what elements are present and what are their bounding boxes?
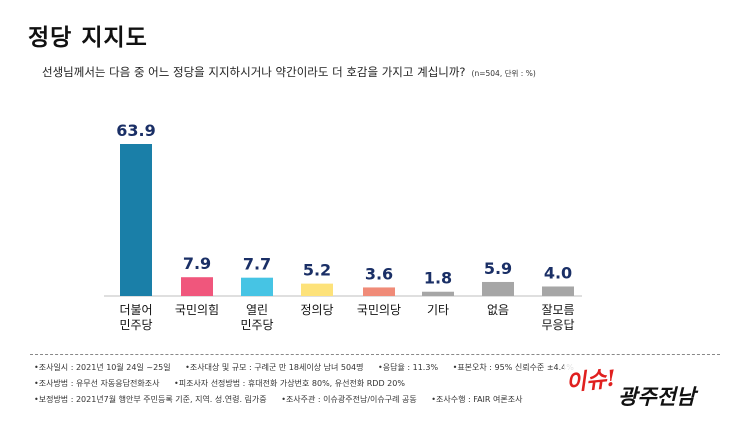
footer-item: •피조사자 선정방법 : 휴대전화 가상번호 80%, 유선전화 RDD 20% <box>174 379 405 388</box>
category-label: 기타 <box>427 303 449 317</box>
logo-text-a: 이슈! <box>565 365 618 396</box>
bar <box>363 287 395 296</box>
bar-value-label: 63.9 <box>116 121 155 140</box>
bar-value-label: 5.2 <box>303 261 331 280</box>
bar-value-label: 7.7 <box>243 255 271 274</box>
footer-item: •표본오차 : 95% 신뢰수준 ±4.4% <box>452 363 574 372</box>
bar <box>241 277 273 296</box>
page-title: 정당 지지도 <box>28 25 148 51</box>
logo-text-b: 광주전남 <box>618 384 699 409</box>
bar <box>181 277 213 296</box>
footer-item: •보정방법 : 2021년7월 행안부 주민등록 기준, 지역. 성.연령. 림… <box>34 395 267 404</box>
category-label: 국민의당 <box>357 303 401 317</box>
footer-item: •응답율 : 11.3% <box>378 363 439 372</box>
footer-item: •조사일시 : 2021년 10월 24일 ~25일 <box>34 363 171 372</box>
sample-note: (n=504, 단위 : %) <box>471 69 536 78</box>
bar-value-label: 4.0 <box>544 263 572 282</box>
bar <box>542 286 574 296</box>
category-label: 더불어 <box>119 303 152 317</box>
bar-value-label: 5.9 <box>484 259 512 278</box>
footer-item: •조사주관 : 이슈광주전남/이슈구례 공동 <box>281 395 417 404</box>
bar-value-label: 7.9 <box>183 254 211 273</box>
category-label: 잘모름 <box>541 303 574 317</box>
question-text: 선생님께서는 다음 중 어느 정당을 지지하시거나 약간이라도 더 호감을 가지… <box>42 65 466 79</box>
footer-line-3: •보정방법 : 2021년7월 행안부 주민등록 기준, 지역. 성.연령. 림… <box>34 394 534 405</box>
footer-item: •조사대상 및 규모 : 구례군 만 18세이상 남녀 504명 <box>185 363 364 372</box>
category-label: 정의당 <box>300 303 333 317</box>
category-label: 무응답 <box>541 318 574 332</box>
survey-footer: •조사일시 : 2021년 10월 24일 ~25일 •조사대상 및 규모 : … <box>0 350 750 422</box>
bar <box>482 281 514 296</box>
category-label: 민주당 <box>240 318 273 332</box>
category-label: 국민의힘 <box>175 303 219 317</box>
footer-divider <box>30 354 720 355</box>
category-label: 열린 <box>246 303 268 317</box>
bar-value-label: 1.8 <box>424 269 452 288</box>
category-label: 없음 <box>487 303 509 317</box>
bar <box>120 144 152 296</box>
footer-line-1: •조사일시 : 2021년 10월 24일 ~25일 •조사대상 및 규모 : … <box>34 362 586 373</box>
issue-gwangju-jeonnam-logo: 이슈! 광주전남 <box>564 362 706 409</box>
bar-value-label: 3.6 <box>365 264 393 283</box>
bar <box>422 291 454 296</box>
category-label: 민주당 <box>119 318 152 332</box>
bar <box>301 283 333 296</box>
footer-item: •조사수행 : FAIR 여론조사 <box>431 395 523 404</box>
survey-question: 선생님께서는 다음 중 어느 정당을 지지하시거나 약간이라도 더 호감을 가지… <box>42 64 536 80</box>
footer-line-2: •조사방법 : 유무선 자동응답전화조사 •피조사자 선정방법 : 휴대전화 가… <box>34 378 417 389</box>
footer-item: •조사방법 : 유무선 자동응답전화조사 <box>34 379 160 388</box>
